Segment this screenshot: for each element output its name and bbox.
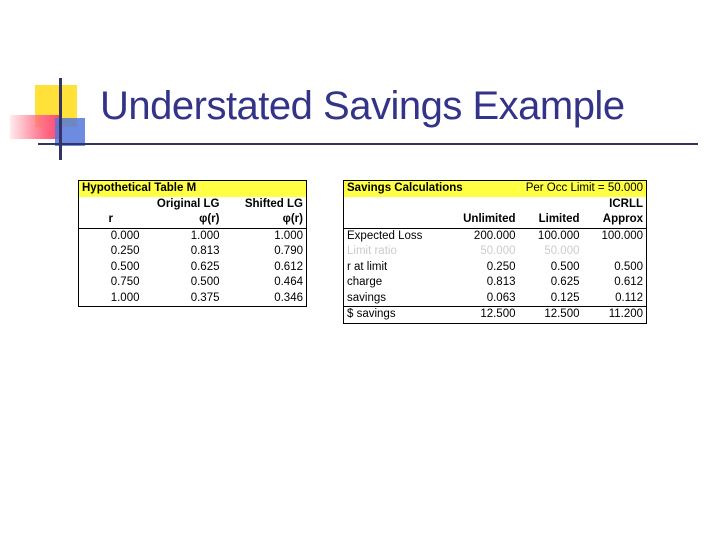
table-cell: 0.750: [110, 276, 140, 289]
per-occ-limit-note: Per Occ Limit = 50.000: [518, 180, 647, 197]
table-cell: 0.625: [190, 260, 220, 273]
slide-title: Understated Savings Example: [100, 84, 625, 128]
table-row: charge 0.813 0.625 0.612: [344, 275, 647, 291]
savings-table: Savings Calculations Per Occ Limit = 50.…: [343, 180, 648, 324]
total-row: $ savings 12.500 12.500 11.200: [343, 306, 647, 323]
table-row: savings 0.063 0.125 0.112: [344, 291, 647, 307]
savings-title: Savings Calculations: [343, 180, 519, 197]
table-row: 1.000 0.375 0.346: [79, 291, 307, 307]
table-m-header-row-1: Original LG Shifted LG: [79, 197, 307, 213]
table-row: 0.750 0.500 0.464: [79, 275, 307, 291]
decorative-vertical-line: [59, 78, 62, 160]
table-cell: 0.464: [274, 276, 303, 289]
savings-header-cell: [343, 212, 444, 229]
table-m-title: Hypothetical Table M: [78, 180, 307, 197]
table-cell: 0.500: [614, 260, 644, 273]
savings-header-cell: [444, 197, 519, 213]
table-m-header-cell: Shifted LG: [244, 197, 303, 210]
table-cell: 0.813: [190, 245, 220, 258]
table-cell: 0.346: [274, 291, 303, 304]
table-m-header-cell: [79, 197, 143, 213]
table-cell: charge: [347, 276, 383, 289]
table-cell: 0.500: [110, 260, 140, 273]
savings-header-cell: ICRLL: [609, 197, 644, 210]
savings-title-row: Savings Calculations Per Occ Limit = 50.…: [343, 180, 647, 197]
table-m-header-cell: φ(r): [142, 212, 223, 229]
table-cell: 0.125: [550, 291, 580, 304]
table-cell: 0.000: [110, 229, 140, 242]
table-cell: $ savings: [343, 306, 444, 323]
savings-header-cell: Unlimited: [443, 212, 519, 229]
table-cell: 100.000: [601, 229, 644, 242]
table-cell: 0.250: [110, 245, 140, 258]
table-m-header-cell: φ(r): [222, 212, 307, 229]
table-m-header-cell: Original LG: [156, 197, 220, 210]
savings-header-row-1: ICRLL: [344, 197, 647, 213]
table-row: 0.500 0.625 0.612: [79, 260, 307, 276]
table-cell: 12.500: [443, 306, 519, 323]
table-cell: [583, 244, 647, 260]
table-cell: 0.612: [614, 276, 644, 289]
table-cell: 0.063: [486, 291, 516, 304]
table-cell: 1.000: [190, 229, 220, 242]
table-cell: 11.200: [582, 306, 647, 323]
table-m: Hypothetical Table M Original LG Shifted…: [78, 180, 307, 307]
table-cell: 0.375: [190, 291, 220, 304]
table-cell: 12.500: [518, 306, 583, 323]
table-cell: 0.500: [550, 260, 580, 273]
table-cell: Limit ratio: [347, 245, 397, 258]
table-row: 0.250 0.813 0.790: [79, 244, 307, 260]
table-cell: 50.000: [480, 245, 516, 258]
savings-header-cell: [344, 197, 444, 213]
decorative-red-bar: [10, 115, 60, 139]
title-underline: [38, 143, 698, 145]
table-cell: 100.000: [537, 229, 580, 242]
table-cell: 0.112: [615, 291, 644, 304]
table-m-title-row: Hypothetical Table M: [78, 180, 307, 197]
table-cell: 0.813: [486, 276, 516, 289]
savings-header-row-2: Unlimited Limited Approx: [343, 212, 647, 229]
table-cell: Expected Loss: [347, 229, 423, 242]
savings-header-cell: [519, 197, 583, 213]
table-row: 0.000 1.000 1.000: [79, 228, 307, 244]
table-m-header-row-2: r φ(r) φ(r): [78, 212, 307, 229]
table-cell: 1.000: [110, 291, 140, 304]
table-cell: 0.612: [274, 260, 303, 273]
table-cell: 50.000: [544, 245, 580, 258]
savings-header-cell: Limited: [518, 212, 583, 229]
table-row-faded: Limit ratio 50.000 50.000: [344, 244, 647, 260]
table-row: r at limit 0.250 0.500 0.500: [344, 260, 647, 276]
table-cell: 0.250: [486, 260, 516, 273]
table-row: Expected Loss 200.000 100.000 100.000: [344, 228, 647, 244]
table-cell: 0.500: [190, 276, 220, 289]
table-cell: 200.000: [473, 229, 516, 242]
table-cell: 1.000: [274, 229, 303, 242]
table-cell: 0.790: [274, 245, 303, 258]
table-m-header-cell: r: [78, 212, 143, 229]
table-cell: 0.625: [550, 276, 580, 289]
savings-header-cell: Approx: [582, 212, 647, 229]
table-cell: savings: [347, 291, 386, 304]
table-cell: r at limit: [347, 260, 388, 273]
